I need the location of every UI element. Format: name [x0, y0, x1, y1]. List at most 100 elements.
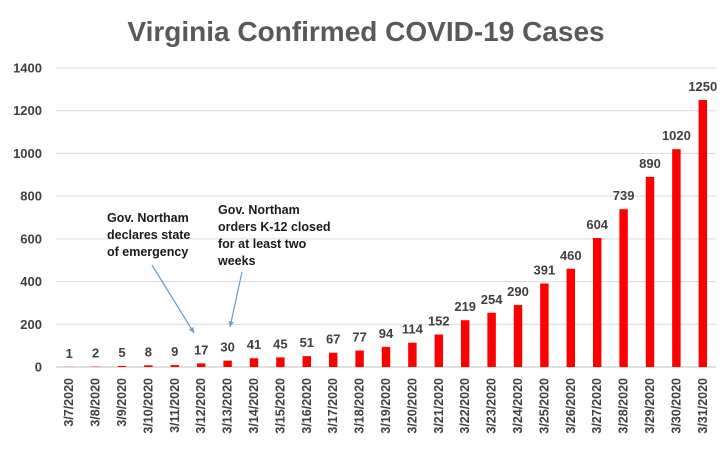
x-tick-label: 3/11/2020 — [168, 378, 182, 433]
y-tick-label: 0 — [35, 360, 42, 375]
bar — [513, 305, 523, 367]
data-label: 739 — [613, 188, 635, 203]
data-label: 1020 — [662, 128, 691, 143]
y-tick-label: 1400 — [13, 61, 42, 76]
data-label: 152 — [428, 314, 450, 329]
data-labels: 1 2 5 8 9 17 30 41 45 51 67 77 94 114 152 219 254 290 391 4… — [66, 79, 718, 361]
chart-title: Virginia Confirmed COVID-19 Cases — [127, 16, 604, 47]
data-label: 254 — [481, 292, 503, 307]
data-label: 2 — [92, 346, 99, 361]
x-tick-label: 3/30/2020 — [669, 378, 683, 434]
annotation-line: Gov. Northam — [218, 203, 300, 217]
data-label: 9 — [171, 344, 178, 359]
bar — [249, 358, 259, 367]
y-tick-label: 800 — [20, 189, 42, 204]
data-label: 890 — [639, 156, 661, 171]
bar — [566, 268, 576, 367]
data-label: 67 — [326, 332, 340, 347]
bar — [117, 365, 127, 367]
x-tick-label: 3/20/2020 — [405, 378, 419, 434]
bar — [328, 352, 338, 367]
data-label: 77 — [352, 330, 366, 345]
arrowhead — [228, 321, 234, 327]
data-label: 41 — [247, 337, 261, 352]
x-tick-label: 3/31/2020 — [696, 378, 710, 434]
data-label: 1250 — [688, 79, 717, 94]
data-label: 8 — [145, 344, 152, 359]
x-tick-label: 3/10/2020 — [141, 378, 155, 434]
x-tick-label: 3/24/2020 — [511, 378, 525, 434]
bar — [487, 312, 496, 367]
bar — [223, 360, 232, 367]
data-label: 290 — [507, 284, 529, 299]
data-label: 17 — [194, 342, 208, 357]
x-tick-label: 3/22/2020 — [458, 378, 472, 434]
annotation-arrow — [151, 264, 195, 334]
bar — [434, 334, 444, 367]
y-tick-label: 600 — [20, 231, 42, 246]
bar — [619, 209, 628, 367]
x-tick-label: 3/15/2020 — [273, 378, 287, 434]
x-tick-label: 3/25/2020 — [537, 378, 551, 434]
x-tick-label: 3/16/2020 — [300, 378, 314, 434]
bar — [698, 100, 708, 368]
bar — [355, 350, 364, 367]
bar — [540, 283, 549, 367]
annotation-line: orders K-12 closed — [218, 220, 331, 234]
x-tick-label: 3/19/2020 — [379, 378, 393, 434]
x-tick-label: 3/13/2020 — [221, 378, 235, 434]
data-label: 114 — [402, 322, 424, 337]
data-label: 460 — [560, 248, 582, 263]
x-tick-label: 3/7/2020 — [62, 378, 76, 427]
annotation-line: of emergency — [107, 245, 188, 259]
bar — [672, 149, 681, 367]
data-label: 391 — [534, 262, 556, 277]
data-label: 5 — [118, 345, 125, 360]
annotation-line: Gov. Northam — [107, 211, 189, 225]
bar — [170, 365, 180, 367]
annotation: Gov. Northam declares state of emergency — [107, 211, 195, 334]
x-tick-label: 3/8/2020 — [89, 378, 103, 427]
annotation-line: declares state — [107, 228, 190, 242]
annotation-arrow — [229, 271, 243, 328]
data-label: 1 — [66, 346, 73, 361]
x-tick-label: 3/27/2020 — [590, 378, 604, 434]
data-label: 30 — [220, 340, 234, 355]
x-axis-labels: 3/7/2020 3/8/2020 3/9/2020 3/10/2020 3/11/20… — [62, 378, 710, 434]
bar — [381, 346, 391, 367]
x-tick-label: 3/28/2020 — [617, 378, 631, 434]
bar — [592, 238, 602, 367]
annotation-line: weeks — [217, 254, 256, 268]
y-tick-label: 200 — [20, 317, 42, 332]
x-tick-label: 3/23/2020 — [485, 378, 499, 434]
bar — [408, 342, 417, 367]
annotation: Gov. Northam orders K-12 closed for at lea… — [217, 203, 331, 328]
data-label: 94 — [379, 326, 394, 341]
data-label: 51 — [300, 335, 314, 350]
x-tick-label: 3/14/2020 — [247, 378, 261, 434]
bar — [302, 356, 312, 367]
x-tick-label: 3/21/2020 — [432, 378, 446, 434]
data-label: 604 — [586, 217, 608, 232]
bars — [64, 100, 708, 368]
y-axis-labels: 0 200 400 600 800 1000 1200 1400 — [13, 61, 42, 375]
x-tick-label: 3/29/2020 — [643, 378, 657, 434]
bar — [460, 320, 470, 367]
y-tick-label: 1200 — [13, 103, 42, 118]
y-tick-label: 1000 — [13, 146, 42, 161]
y-tick-label: 400 — [20, 274, 42, 289]
data-label: 45 — [273, 336, 287, 351]
x-tick-label: 3/17/2020 — [326, 378, 340, 434]
x-tick-label: 3/26/2020 — [564, 378, 578, 434]
bar — [645, 176, 655, 367]
bar — [144, 365, 153, 367]
x-tick-label: 3/18/2020 — [353, 378, 367, 434]
arrowhead — [188, 327, 194, 333]
x-tick-label: 3/12/2020 — [194, 378, 208, 434]
bar — [196, 363, 206, 367]
x-tick-label: 3/9/2020 — [115, 378, 129, 427]
bar — [276, 357, 285, 367]
grid — [56, 67, 716, 368]
